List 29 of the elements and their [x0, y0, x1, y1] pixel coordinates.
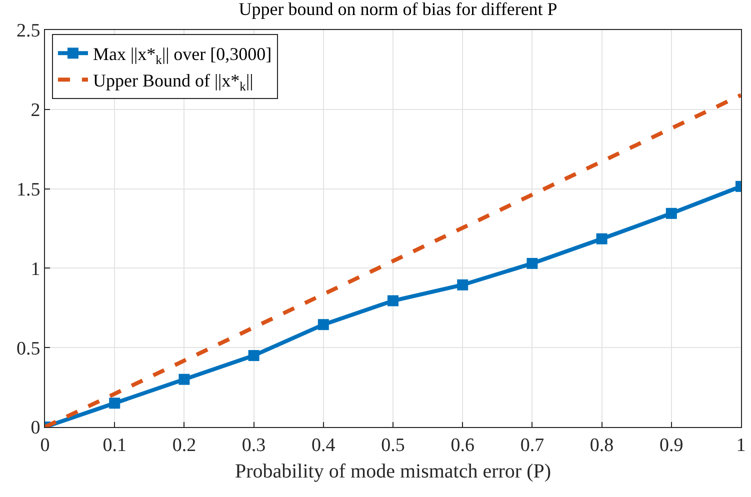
y-tick-label: 2.5 — [16, 20, 40, 42]
point — [526, 258, 538, 269]
x-tick-label: 0.8 — [590, 434, 614, 456]
point — [248, 350, 260, 362]
x-tick-label: 0.4 — [312, 434, 336, 456]
chart-title: Upper bound on norm of bias for different P — [238, 0, 558, 20]
legend-label: Max ||x*$_{k}$|| over [0,3000] — [92, 44, 272, 67]
x-tick-label: 0.9 — [660, 434, 684, 456]
point — [109, 398, 120, 409]
x-tick-label: 0.2 — [172, 434, 196, 456]
point — [666, 208, 677, 219]
y-tick-label: 0 — [30, 418, 40, 439]
x-axis-title: Probability of mode mismatch error (P) — [234, 460, 552, 482]
x-tick-label: 0.7 — [520, 434, 544, 456]
point — [178, 374, 190, 385]
legend-label: Upper Bound of ||x*$_{k}$|| — [92, 70, 254, 94]
x-tick-label: 0.1 — [102, 434, 126, 456]
x-tick-label: 0.5 — [381, 434, 405, 456]
y-tick-label: 2 — [30, 100, 40, 122]
point — [388, 295, 398, 306]
y-tick-label: 0.5 — [16, 338, 40, 360]
x-tick-label: 0.6 — [450, 434, 474, 456]
y-tick-label: 1.5 — [16, 179, 40, 200]
point — [318, 319, 329, 330]
point — [596, 233, 608, 244]
point — [457, 279, 468, 290]
x-tick-label: 0.3 — [242, 434, 266, 456]
y-tick-label: 1 — [30, 258, 40, 280]
x-tick-label: 1 — [736, 434, 746, 456]
